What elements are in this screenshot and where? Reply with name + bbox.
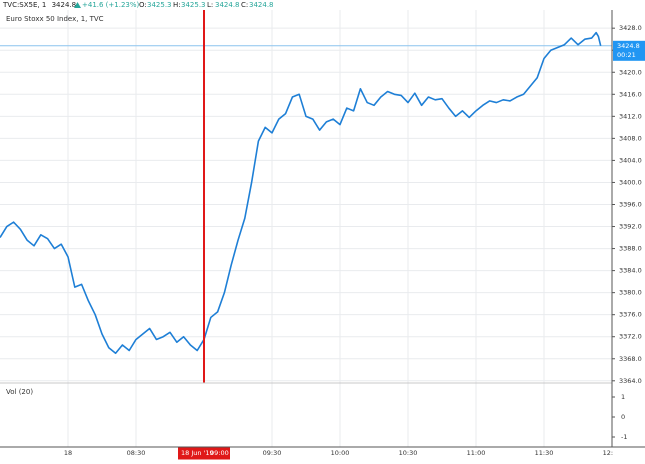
last-price-label: 3424.8 — [617, 42, 640, 50]
ohlc-value: 3424.8 — [249, 1, 274, 9]
y-tick-label: 3392.0 — [619, 223, 642, 231]
volume-tick-label: -1 — [621, 433, 627, 441]
x-tick-label: 10:00 — [331, 449, 350, 457]
countdown: 00:21 — [617, 51, 636, 59]
y-tick-label: 3388.0 — [619, 245, 642, 253]
y-tick-label: 3364.0 — [619, 377, 642, 385]
y-tick-label: 3420.0 — [619, 68, 642, 76]
grid — [0, 10, 613, 447]
ohlc-value: 3425.3 — [147, 1, 172, 9]
symbol: TVC:SX5E, 1 — [2, 1, 46, 9]
y-tick-label: 3380.0 — [619, 289, 642, 297]
y-tick-label: 3376.0 — [619, 311, 642, 319]
volume-tick-label: 1 — [621, 393, 625, 401]
last-price-box — [613, 40, 645, 61]
y-tick-label: 3372.0 — [619, 333, 642, 341]
volume-tick-label: 0 — [621, 413, 625, 421]
crosshair-time: 09:00 — [210, 449, 229, 457]
plot — [0, 10, 612, 383]
y-tick-label: 3368.0 — [619, 355, 642, 363]
ohlc-label: H: — [173, 1, 181, 9]
y-tick-label: 3428.0 — [619, 24, 642, 32]
y-tick-label: 3408.0 — [619, 134, 642, 142]
chart-title: Euro Stoxx 50 Index, 1, TVC — [6, 15, 104, 23]
x-tick-label: 11:30 — [535, 449, 554, 457]
x-tick-label: 11:00 — [467, 449, 486, 457]
y-tick-label: 3384.0 — [619, 267, 642, 275]
x-tick-label: 18 — [64, 449, 72, 457]
y-tick-label: 3404.0 — [619, 156, 642, 164]
time-axis-corner — [613, 448, 645, 461]
up-arrow — [74, 2, 81, 8]
volume-title: Vol (20) — [6, 388, 33, 396]
x-tick-label: 12:00 — [603, 449, 622, 457]
y-tick-label: 3416.0 — [619, 90, 642, 98]
price-line — [0, 31, 602, 355]
ohlc-label: L: — [207, 1, 213, 9]
ohlc-value: 3424.8 — [215, 1, 240, 9]
last: 3424.8 — [52, 1, 77, 9]
y-tick-label: 3412.0 — [619, 112, 642, 120]
y-tick-label: 3396.0 — [619, 200, 642, 208]
change: +41.6 (+1.23%) — [82, 1, 140, 9]
ohlc-label: O: — [139, 1, 147, 9]
ohlc-label: C: — [241, 1, 248, 9]
crosshair-time-box — [178, 447, 230, 460]
ohlc-value: 3425.3 — [181, 1, 206, 9]
y-tick-label: 3400.0 — [619, 178, 642, 186]
header-change: +41.6 (+1.23%) — [82, 1, 140, 9]
price-axis-panel — [612, 0, 645, 447]
x-tick-label: 08:30 — [127, 449, 146, 457]
axis-mask — [613, 383, 645, 388]
crosshair-date: 18 Jun '19 — [181, 449, 214, 457]
header: TVC:SX5E, 1 3424.8 — [2, 1, 76, 9]
x-tick-label: 10:30 — [399, 449, 418, 457]
x-tick-label: 09:30 — [263, 449, 282, 457]
ohlc: O: 3425.3 H: 3425.3 L: 3424.8 C: 3424.8 — [139, 1, 274, 9]
